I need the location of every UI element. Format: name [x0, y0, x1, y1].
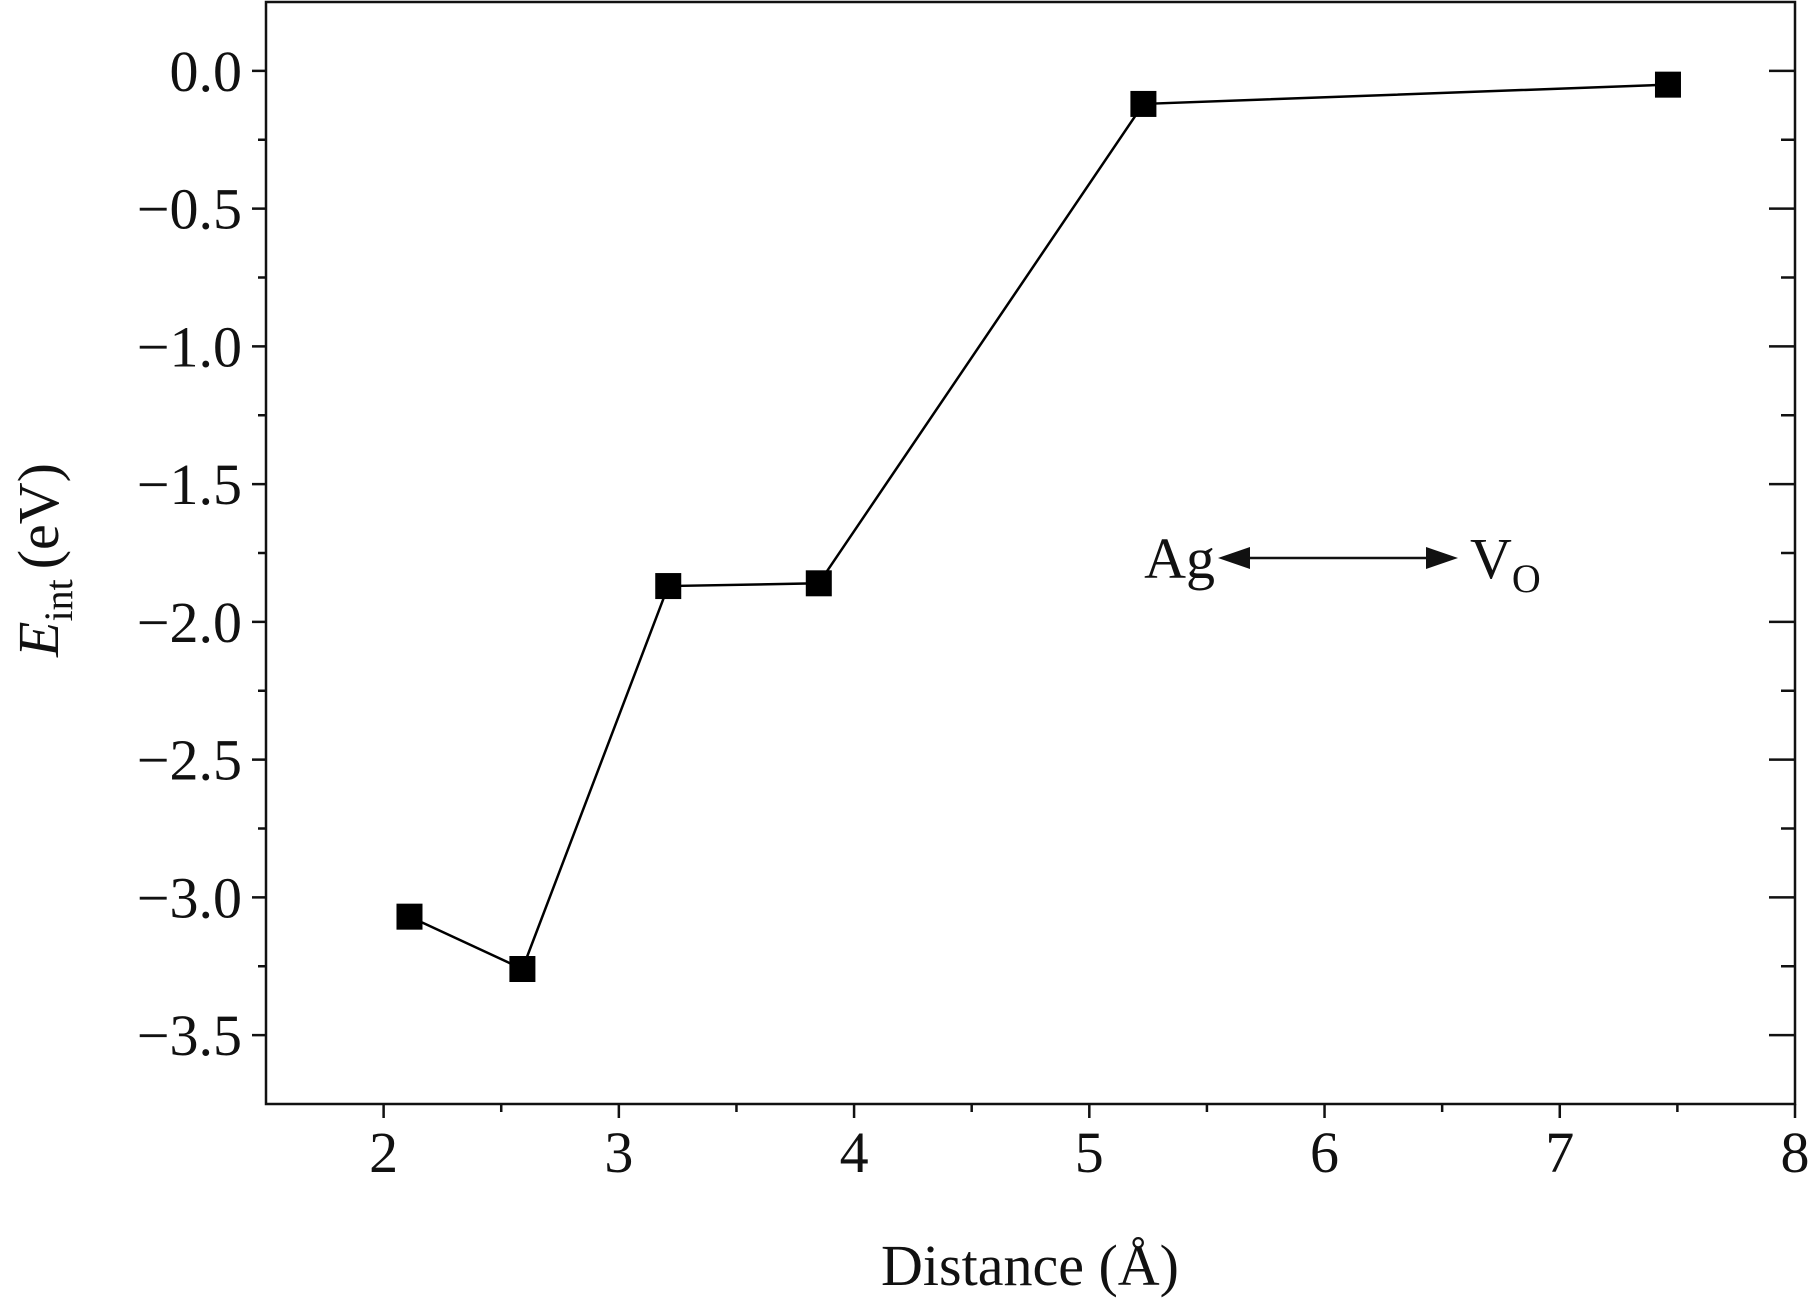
x-tick-label: 8 — [1781, 1120, 1810, 1185]
y-label-unit: (eV) — [6, 463, 71, 569]
y-tick-label: −1.5 — [137, 452, 242, 517]
data-point — [509, 956, 536, 983]
x-tick-label: 2 — [369, 1120, 398, 1185]
y-tick-label: −2.5 — [137, 728, 242, 793]
y-tick-label: −0.5 — [137, 177, 242, 242]
arrow-head-right — [1426, 547, 1458, 569]
annotation-right-subscript: O — [1512, 556, 1541, 601]
y-axis-label: Eint (eV) — [6, 463, 81, 658]
x-tick-label: 3 — [604, 1120, 633, 1185]
x-axis-label: Distance (Å) — [881, 1233, 1179, 1298]
y-tick-label: −1.0 — [137, 314, 242, 379]
y-tick-label: −2.0 — [137, 590, 242, 655]
annotation-left: Ag — [1144, 526, 1215, 591]
data-line — [408, 83, 1669, 971]
data-point — [655, 573, 682, 600]
y-tick-label: −3.0 — [137, 865, 242, 930]
y-tick-label: 0.0 — [170, 39, 243, 104]
y-label-subscript: int — [36, 579, 81, 621]
x-tick-label: 4 — [840, 1120, 869, 1185]
y-tick-label: −3.5 — [137, 1003, 242, 1068]
data-point — [1654, 71, 1681, 98]
y-label-symbol: E — [6, 622, 71, 658]
plot-frame — [264, 0, 1797, 1106]
data-point — [805, 570, 832, 597]
arrow-head-left — [1218, 547, 1250, 569]
annotation-right: VO — [1470, 526, 1541, 601]
data-point — [396, 903, 423, 930]
x-tick-label: 6 — [1310, 1120, 1339, 1185]
x-tick-label: 5 — [1075, 1120, 1104, 1185]
annotation-right-main: V — [1470, 526, 1512, 591]
data-point — [1130, 90, 1157, 117]
x-tick-label: 7 — [1545, 1120, 1574, 1185]
